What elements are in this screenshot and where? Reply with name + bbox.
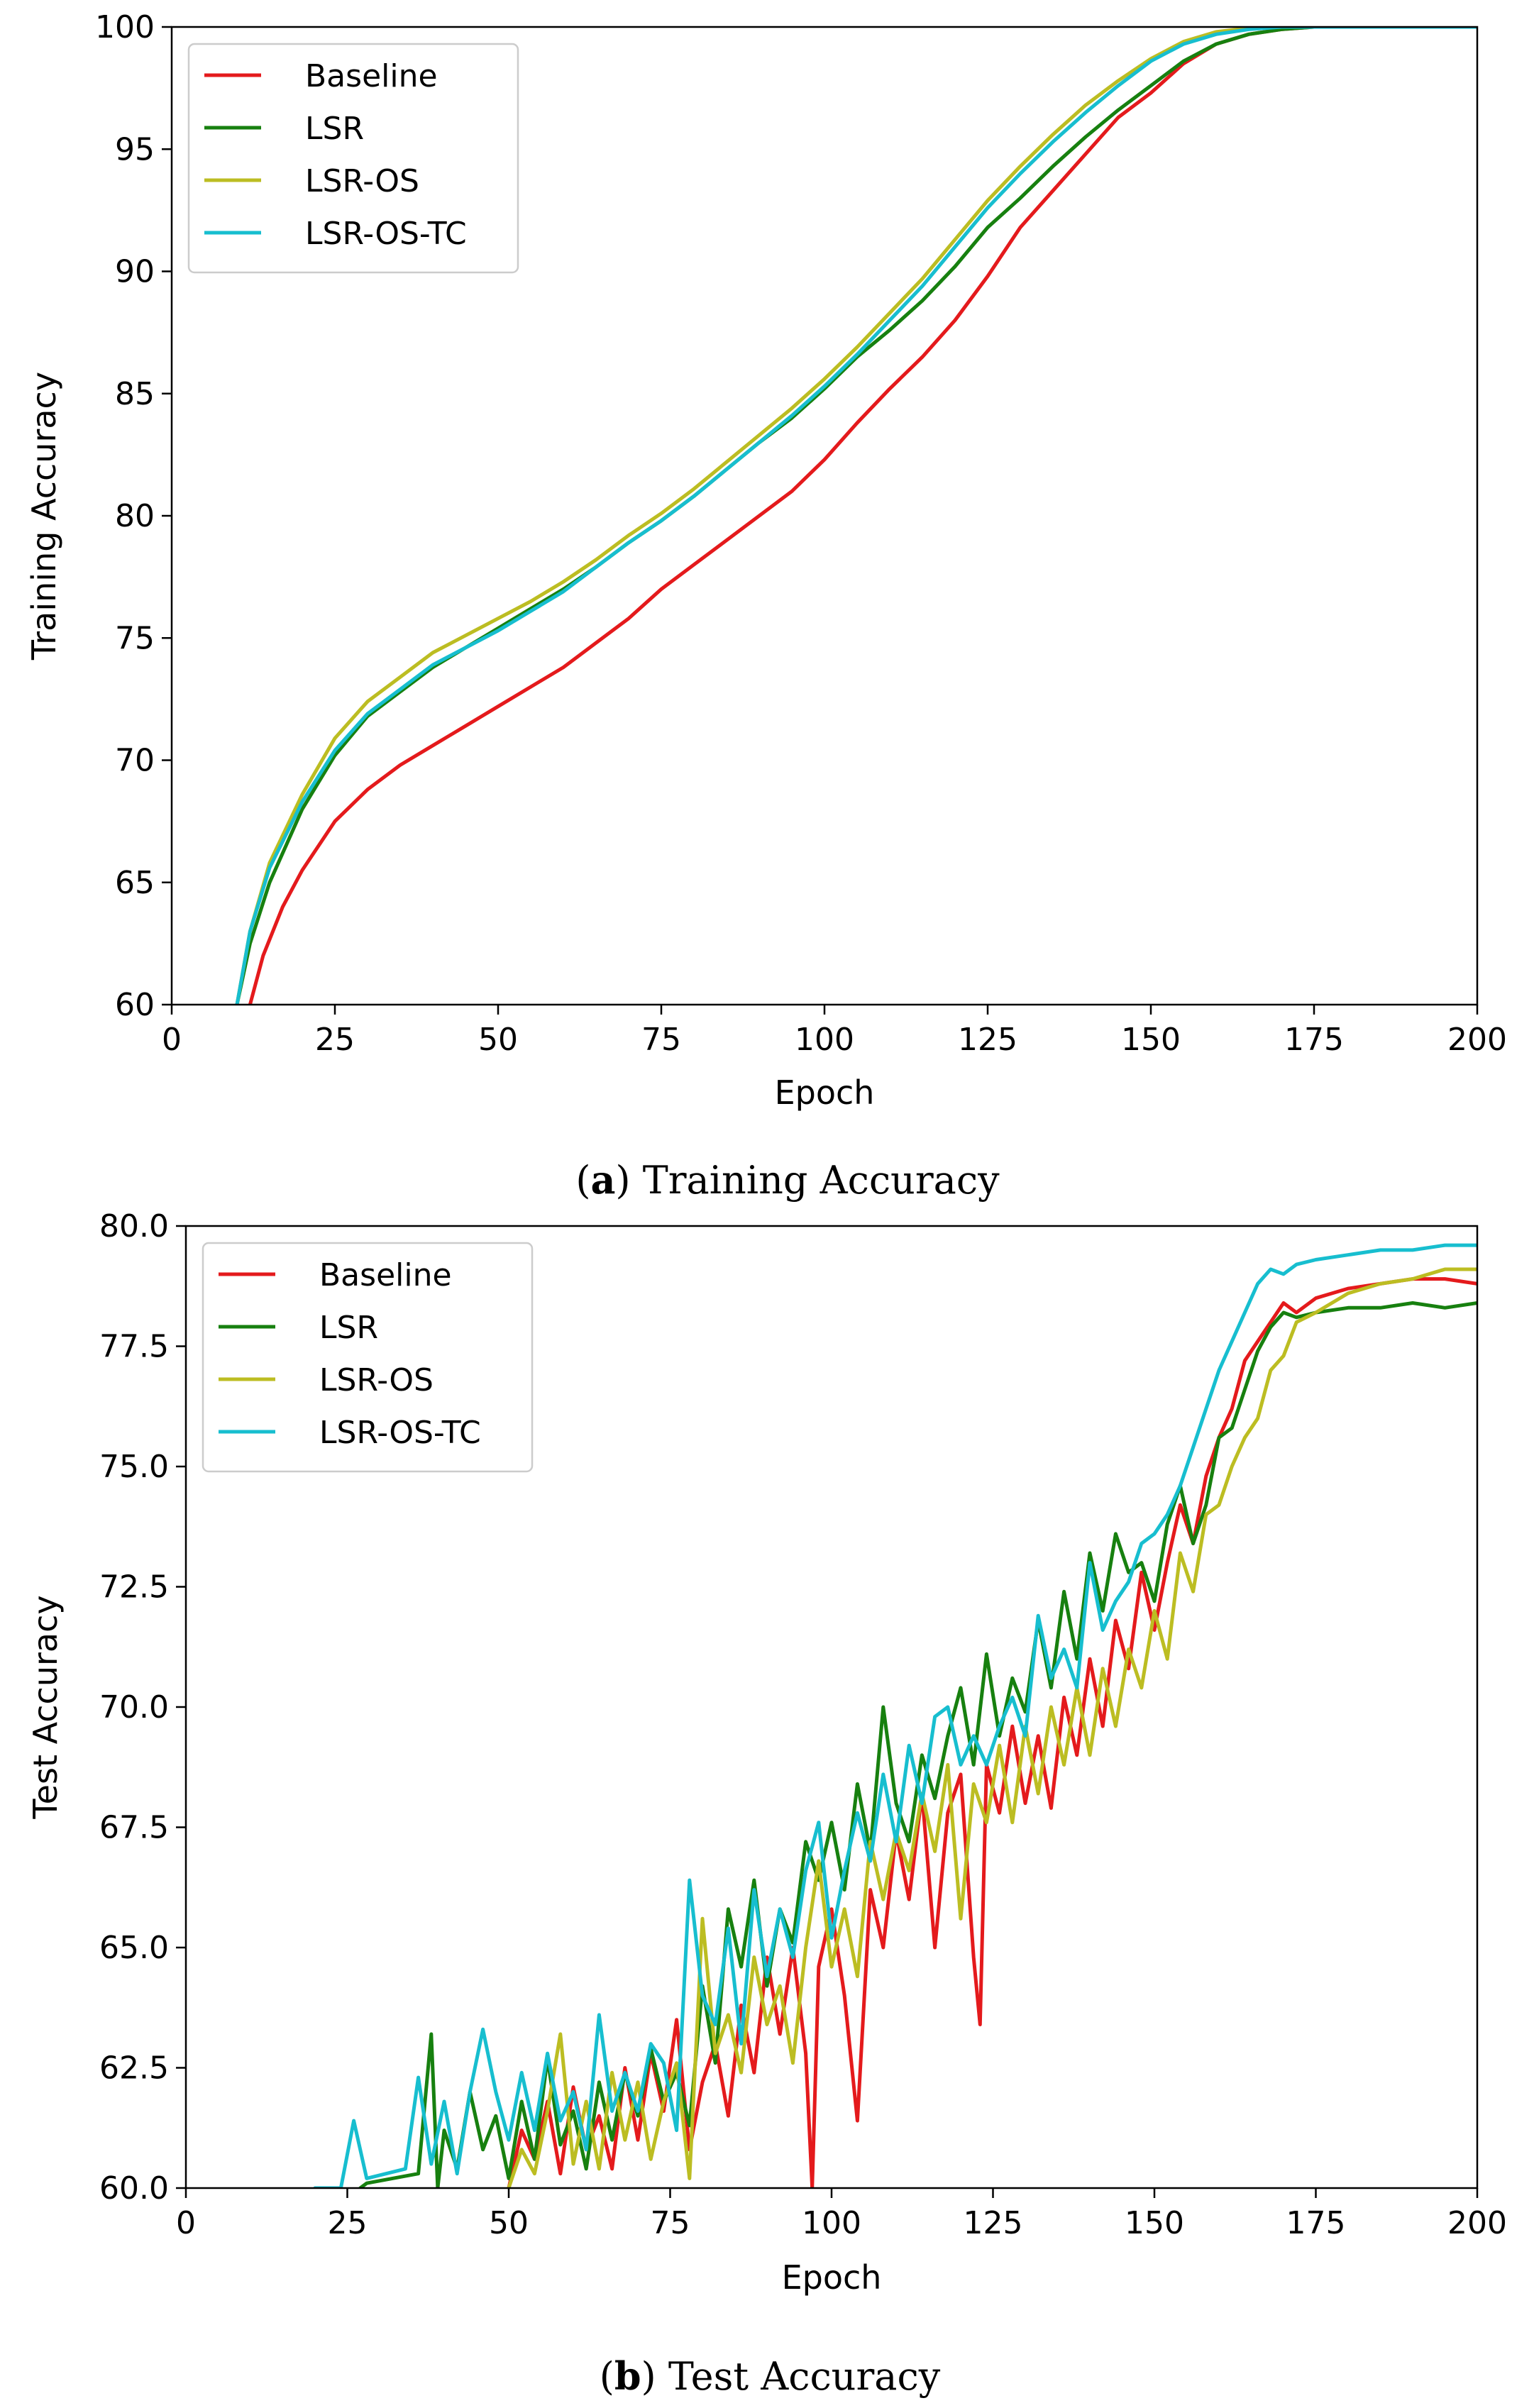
y-tick-label: 65.0 — [99, 1930, 169, 1966]
x-tick-label: 25 — [315, 1022, 355, 1058]
legend-a: Baseline LSR LSR-OS LSR-OS-TC — [187, 43, 519, 274]
x-axis-ticks-b: 0 25 50 75 100 125 150 175 200 — [176, 2188, 1507, 2241]
series-line-lsr-os-tc-b — [313, 1243, 1477, 2188]
legend-box — [187, 43, 519, 274]
y-tick-label: 75.0 — [99, 1449, 169, 1485]
y-tick-label: 77.5 — [99, 1329, 169, 1365]
series-line-baseline-a — [248, 27, 1477, 1005]
x-tick-label: 75 — [641, 1022, 681, 1058]
caption-a: (a) Training Accuracy — [575, 1157, 1000, 1203]
x-axis-ticks-a: 0 25 50 75 100 125 150 175 200 — [162, 1005, 1507, 1058]
y-tick-label: 90 — [115, 254, 155, 290]
caption-a-text: Training Accuracy — [643, 1158, 1000, 1203]
legend-label-lsr-os: LSR-OS — [319, 1362, 434, 1398]
legend-label-lsr-os-tc: LSR-OS-TC — [305, 216, 467, 252]
caption-a-letter: a — [590, 1157, 615, 1203]
y-tick-label: 72.5 — [99, 1569, 169, 1606]
legend-box — [202, 1242, 534, 1473]
x-tick-label: 150 — [1121, 1022, 1181, 1058]
panel-a: 0 25 50 75 100 125 150 175 200 60 65 70 75 80 85 90 95 1… — [25, 9, 1507, 1203]
y-axis-label-b: Test Accuracy — [26, 1595, 65, 1819]
series-line-lsr-a — [235, 27, 1477, 1005]
panel-b: 0 25 50 75 100 125 150 175 200 60.0 62.5 65.0 67.5 7… — [26, 1208, 1507, 2399]
x-tick-label: 0 — [176, 2205, 196, 2241]
x-tick-label: 50 — [489, 2205, 529, 2241]
x-tick-label: 75 — [651, 2205, 690, 2241]
y-tick-label: 85 — [115, 376, 155, 412]
x-tick-label: 100 — [802, 2205, 861, 2241]
x-tick-label: 50 — [478, 1022, 518, 1058]
x-axis-label-a: Epoch — [775, 1073, 875, 1112]
x-tick-label: 175 — [1286, 2205, 1346, 2241]
series-line-lsr-os-b — [507, 1267, 1477, 2188]
x-axis-label-b: Epoch — [782, 2258, 882, 2297]
y-tick-label: 67.5 — [99, 1810, 169, 1846]
y-axis-ticks-a: 60 65 70 75 80 85 90 95 100 — [95, 9, 172, 1023]
series-group-b — [313, 1243, 1477, 2188]
series-line-lsr-os-tc-a — [235, 27, 1477, 1005]
y-tick-label: 60.0 — [99, 2170, 169, 2207]
series-group-a — [235, 27, 1477, 1005]
caption-b-letter: b — [614, 2353, 641, 2399]
y-tick-label: 80 — [115, 498, 155, 534]
y-tick-label: 70 — [115, 743, 155, 779]
x-tick-label: 150 — [1125, 2205, 1184, 2241]
legend-b: Baseline LSR LSR-OS LSR-OS-TC — [202, 1242, 534, 1473]
x-tick-label: 200 — [1447, 1022, 1507, 1058]
legend-label-lsr-os-tc: LSR-OS-TC — [319, 1415, 481, 1451]
x-tick-label: 200 — [1447, 2205, 1507, 2241]
legend-label-baseline: Baseline — [305, 58, 438, 94]
legend-label-baseline: Baseline — [319, 1257, 452, 1293]
x-tick-label: 0 — [162, 1022, 182, 1058]
legend-label-lsr-os: LSR-OS — [305, 163, 419, 199]
x-tick-label: 125 — [964, 2205, 1023, 2241]
y-tick-label: 65 — [115, 865, 155, 901]
y-tick-label: 75 — [115, 620, 155, 656]
y-tick-label: 62.5 — [99, 2050, 169, 2087]
y-tick-label: 60 — [115, 987, 155, 1023]
x-tick-label: 100 — [795, 1022, 854, 1058]
x-tick-label: 25 — [328, 2205, 368, 2241]
series-line-lsr-os-a — [235, 27, 1477, 1005]
y-tick-label: 100 — [95, 9, 155, 45]
y-tick-label: 95 — [115, 131, 155, 167]
caption-b: (b) Test Accuracy — [600, 2353, 941, 2399]
y-tick-label: 70.0 — [99, 1689, 169, 1725]
y-tick-label: 80.0 — [99, 1208, 169, 1244]
legend-label-lsr: LSR — [305, 111, 364, 147]
x-tick-label: 175 — [1284, 1022, 1344, 1058]
legend-label-lsr: LSR — [319, 1310, 378, 1346]
y-axis-ticks-b: 60.0 62.5 65.0 67.5 70.0 72.5 75.0 77.5 80.0 — [99, 1208, 186, 2207]
caption-b-text: Test Accuracy — [668, 2354, 941, 2399]
x-tick-label: 125 — [958, 1022, 1017, 1058]
y-axis-label-a: Training Accuracy — [25, 372, 63, 661]
